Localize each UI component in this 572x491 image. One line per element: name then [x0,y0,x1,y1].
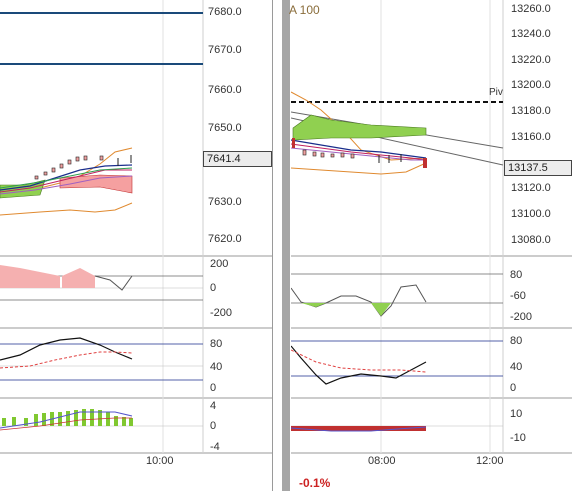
price-label: 13160.0 [511,131,551,143]
osc1-label: 80 [510,269,523,281]
price-label: 7620.0 [208,233,242,245]
price-label: 7660.0 [208,84,242,96]
right-histogram [291,426,426,431]
osc2-label: 80 [510,335,523,347]
price-label: 13120.0 [511,182,551,194]
price-label: 7680.0 [208,6,242,18]
left-chart-panel[interactable]: 7680.0 7670.0 7660.0 7650.0 7630.0 7620.… [0,0,272,491]
current-price-tag: 7641.4 [203,151,272,167]
current-price-tag: 13137.5 [504,160,572,176]
panel-splitter[interactable] [282,0,290,491]
right-candles [292,138,427,168]
price-label: 7630.0 [208,196,242,208]
price-label: 7650.0 [208,122,242,134]
osc2-label: 80 [210,338,223,350]
symbol-label: A 100 [289,3,320,17]
osc1-label: 200 [210,258,229,270]
price-label: 13200.0 [511,79,551,91]
osc2-label: 40 [510,361,523,373]
pivot-label: Piv [489,87,503,98]
osc2-label: 40 [210,361,223,373]
right-chart-panel[interactable]: A 100 Piv 13260.0 13240.0 13220.0 13200.… [289,0,572,491]
osc1-label: -200 [510,311,533,323]
price-label: 13180.0 [511,105,551,117]
price-label: 13260.0 [511,3,551,15]
price-label: 7670.0 [208,44,242,56]
osc3-label: 0 [210,420,217,432]
price-label: 13220.0 [511,54,551,66]
price-label: 13080.0 [511,234,551,246]
osc1-label: 0 [210,282,217,294]
time-label: 10:00 [146,455,174,467]
osc3-label: 10 [510,408,523,420]
osc1-label: -200 [210,307,233,319]
osc3-label: 4 [210,400,217,412]
osc2-label: 0 [210,382,217,394]
left-candles [34,155,132,180]
time-label: 12:00 [476,455,504,467]
osc3-label: -10 [510,432,526,444]
osc1-label: -60 [510,290,526,302]
price-label: 13240.0 [511,28,551,40]
right-chart-canvas[interactable] [291,0,572,491]
left-chart-canvas[interactable] [0,0,272,491]
price-label: 13100.0 [511,208,551,220]
chart-divider [272,0,273,491]
change-percent: -0.1% [299,476,331,490]
osc2-label: 0 [510,382,517,394]
time-label: 08:00 [368,455,396,467]
osc3-label: -4 [210,441,220,453]
